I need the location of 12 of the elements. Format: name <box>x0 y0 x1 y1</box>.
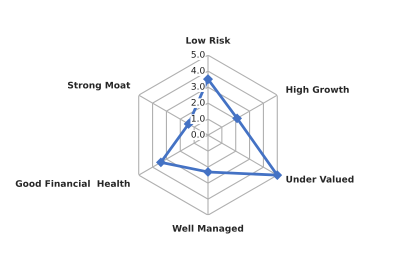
y-tick-label: 2.0 <box>192 98 205 106</box>
spoke-label: Strong Moat <box>68 82 130 90</box>
spoke-label: Well Managed <box>172 224 244 234</box>
spoke-label: Good Financial Health <box>16 180 130 187</box>
y-tick-label: 4.0 <box>191 66 205 74</box>
spoke-label: Low Risk <box>186 36 231 44</box>
y-tick-label: 1.0 <box>192 114 205 122</box>
y-tick-label: 0.0 <box>191 130 205 138</box>
y-tick-label: 3.0 <box>192 82 205 90</box>
spoke-label: High Growth <box>286 86 349 95</box>
spoke-label: Under Valued <box>286 176 354 183</box>
y-tick-label: 5.0 <box>192 50 205 58</box>
